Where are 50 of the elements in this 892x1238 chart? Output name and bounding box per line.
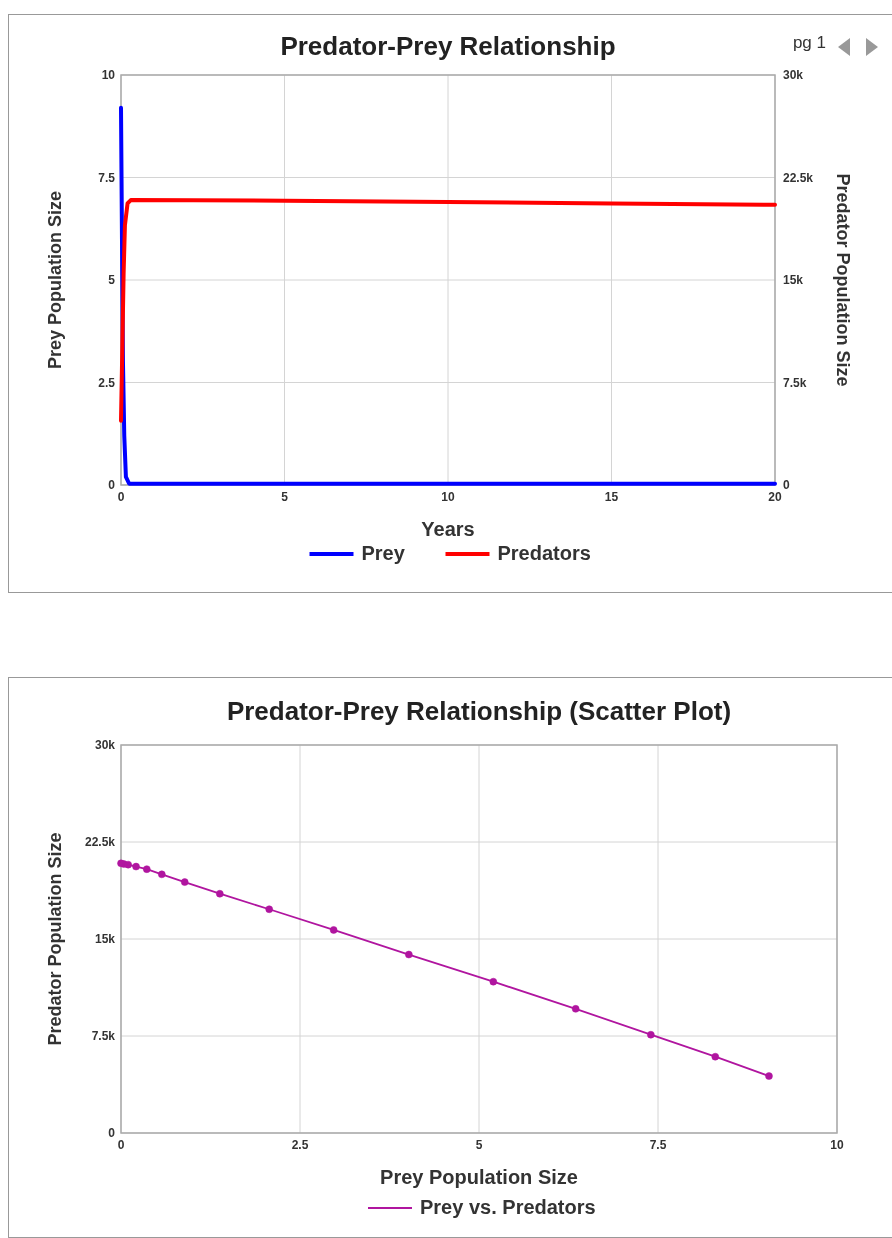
point [711,1052,720,1061]
y-tick-label: 5 [108,273,116,287]
y2-tick-label: 0 [783,478,790,492]
y-tick-label: 22.5k [84,835,116,849]
y-tick-label: 0 [108,1126,116,1140]
y-tick-label: 30k [94,738,116,752]
y2-axis-title: Predator Population Size [833,173,853,387]
point [265,905,273,913]
x-axis-title: Prey Population Size [380,1166,578,1188]
point [765,1072,773,1080]
y-axis-title: Predator Population Size [45,832,65,1046]
y-tick-label: 0 [108,478,116,492]
point [647,1030,655,1039]
legend-label: Predators [497,542,591,564]
x-tick-label: 10 [441,490,455,504]
line-series [119,198,777,423]
y-tick-label: 2.5 [98,375,116,390]
legend-label: Prey [361,542,406,564]
x-tick-label: 0 [117,1138,125,1152]
point [329,926,338,934]
x-tick-label: 20 [768,490,782,504]
x-tick-label: 5 [281,490,289,504]
x-axis-title: Years [421,518,475,540]
x-tick-label: 5 [475,1138,483,1152]
point [405,950,413,959]
point [158,870,166,879]
x-tick-label: 10 [830,1138,844,1152]
chart-title: Predator-Prey Relationship [280,31,616,61]
point [571,1005,580,1013]
chart-title: Predator-Prey Relationship (Scatter Plot) [226,696,732,726]
y2-tick-label: 15k [783,273,804,287]
y2-tick-label: 22.5k [783,170,814,185]
x-tick-label: 2.5 [291,1138,309,1152]
legend-label: Prey vs. Predators [420,1196,596,1218]
x-tick-label: 7.5 [649,1138,667,1152]
y-tick-label: 15k [94,932,116,946]
point [143,865,151,873]
point [132,862,140,871]
point [180,878,189,886]
y-tick-label: 10 [101,68,116,82]
point [489,977,498,986]
x-tick-label: 0 [117,490,125,504]
x-tick-label: 15 [604,490,619,504]
y-tick-label: 7.5k [91,1029,116,1043]
text: pg 1 [792,33,826,52]
point [216,889,224,898]
y2-tick-label: 7.5k [783,375,807,390]
y-axis-title: Prey Population Size [45,190,65,370]
y-tick-label: 7.5 [98,170,116,185]
y2-tick-label: 30k [783,68,804,82]
